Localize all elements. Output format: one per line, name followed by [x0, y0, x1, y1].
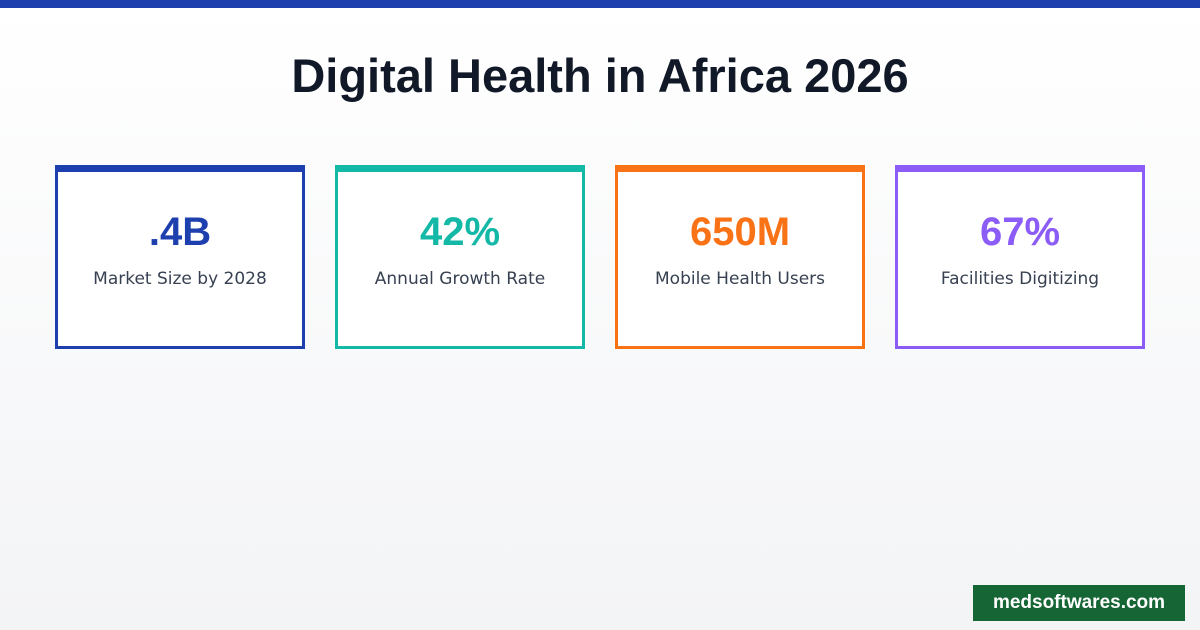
stat-label: Mobile Health Users — [655, 269, 825, 289]
stat-value: .4B — [148, 210, 212, 254]
stat-card: 42% Annual Growth Rate — [335, 165, 585, 349]
stat-card: .4B Market Size by 2028 — [55, 165, 305, 349]
stat-label: Facilities Digitizing — [940, 269, 1100, 289]
stat-value: 42% — [419, 210, 501, 254]
stat-value: 650M — [689, 210, 791, 254]
stat-card: 650M Mobile Health Users — [615, 165, 865, 349]
stat-value: 67% — [979, 210, 1061, 254]
brand-badge: medsoftwares.com — [973, 585, 1185, 621]
stat-label: Market Size by 2028 — [93, 269, 267, 289]
stat-card: 67% Facilities Digitizing — [895, 165, 1145, 349]
title: Digital Health in Africa 2026 — [291, 49, 909, 102]
stat-label: Annual Growth Rate — [374, 269, 546, 289]
top-bar — [0, 0, 1200, 8]
